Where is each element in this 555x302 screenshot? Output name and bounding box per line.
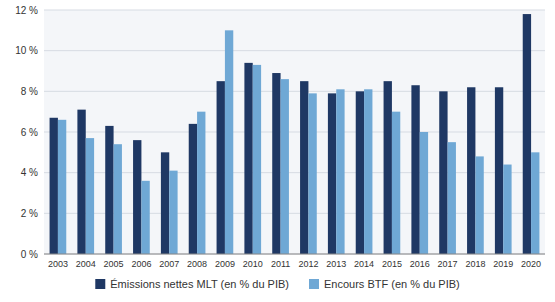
bar (523, 14, 531, 254)
bar (308, 93, 316, 254)
bar (50, 118, 58, 254)
bar (169, 171, 177, 254)
x-tick-label: 2011 (271, 259, 290, 269)
bar (217, 81, 225, 254)
bar (272, 73, 280, 254)
legend-item: Encours BTF (en % du PIB) (309, 278, 460, 290)
bar (141, 181, 149, 254)
bar (58, 120, 66, 254)
grid-line (44, 10, 545, 11)
legend: Émissions nettes MLT (en % du PIB) Encour… (95, 278, 459, 290)
bar (328, 93, 336, 254)
bar (86, 138, 94, 254)
y-tick-label: 12 % (15, 5, 38, 16)
x-tick-label: 2008 (187, 259, 207, 269)
plot-background (44, 10, 545, 254)
bar (225, 30, 233, 254)
grid-line (44, 50, 545, 51)
bar (281, 79, 289, 254)
bar (161, 152, 169, 254)
bar (105, 126, 113, 254)
x-tick-label: 2007 (159, 259, 179, 269)
bar (384, 81, 392, 254)
y-axis: 0 % 2 % 4 % 6 % 8 % 10 % 12 % (15, 5, 545, 260)
y-tick-label: 6 % (21, 127, 38, 138)
bar (197, 112, 205, 254)
x-tick-label: 2019 (493, 259, 513, 269)
y-tick-label: 0 % (21, 249, 38, 260)
bar (439, 91, 447, 254)
bar (189, 124, 197, 254)
y-tick-label: 4 % (21, 167, 38, 178)
x-axis-line (44, 254, 545, 255)
y-tick-label: 2 % (21, 208, 38, 219)
x-tick-label: 2020 (521, 259, 541, 269)
x-tick-label: 2018 (465, 259, 485, 269)
bar (495, 87, 503, 254)
bar (420, 132, 428, 254)
bar (531, 152, 539, 254)
x-tick-label: 2012 (298, 259, 318, 269)
bar (475, 156, 483, 254)
x-tick-label: 2006 (131, 259, 151, 269)
legend-swatch (309, 279, 319, 289)
legend-label: Émissions nettes MLT (en % du PIB) (110, 278, 289, 290)
chart-svg: 0 %2 %4 %6 %8 %10 %12 %20032004200520062… (0, 0, 555, 302)
x-axis: 2003 2004 2005 2006 2007 2008 2009 2010 2011 2012… (48, 259, 541, 269)
legend-swatch (95, 279, 105, 289)
bar (356, 91, 364, 254)
legend-item: Émissions nettes MLT (en % du PIB) (95, 278, 289, 290)
x-tick-label: 2010 (243, 259, 263, 269)
bar (411, 85, 419, 254)
bars (50, 14, 540, 254)
bar (114, 144, 122, 254)
x-tick-label: 2016 (410, 259, 430, 269)
x-tick-label: 2015 (382, 259, 402, 269)
y-tick-label: 10 % (15, 45, 38, 56)
x-tick-label: 2017 (438, 259, 458, 269)
bar (336, 89, 344, 254)
grid-line (44, 254, 545, 255)
bar (503, 165, 511, 254)
x-tick-label: 2009 (215, 259, 235, 269)
bar (300, 81, 308, 254)
bar (392, 112, 400, 254)
x-tick-label: 2005 (104, 259, 124, 269)
bar (364, 89, 372, 254)
y-tick-label: 8 % (21, 86, 38, 97)
x-tick-label: 2004 (76, 259, 96, 269)
x-tick-label: 2014 (354, 259, 374, 269)
bar (253, 65, 261, 254)
bar (467, 87, 475, 254)
x-tick-label: 2013 (326, 259, 346, 269)
bar (133, 140, 141, 254)
x-tick-label: 2003 (48, 259, 68, 269)
chart-container: 0 %2 %4 %6 %8 %10 %12 %20032004200520062… (0, 0, 555, 302)
bar (244, 63, 252, 254)
bar (77, 110, 85, 254)
bar (448, 142, 456, 254)
legend-label: Encours BTF (en % du PIB) (324, 278, 460, 290)
